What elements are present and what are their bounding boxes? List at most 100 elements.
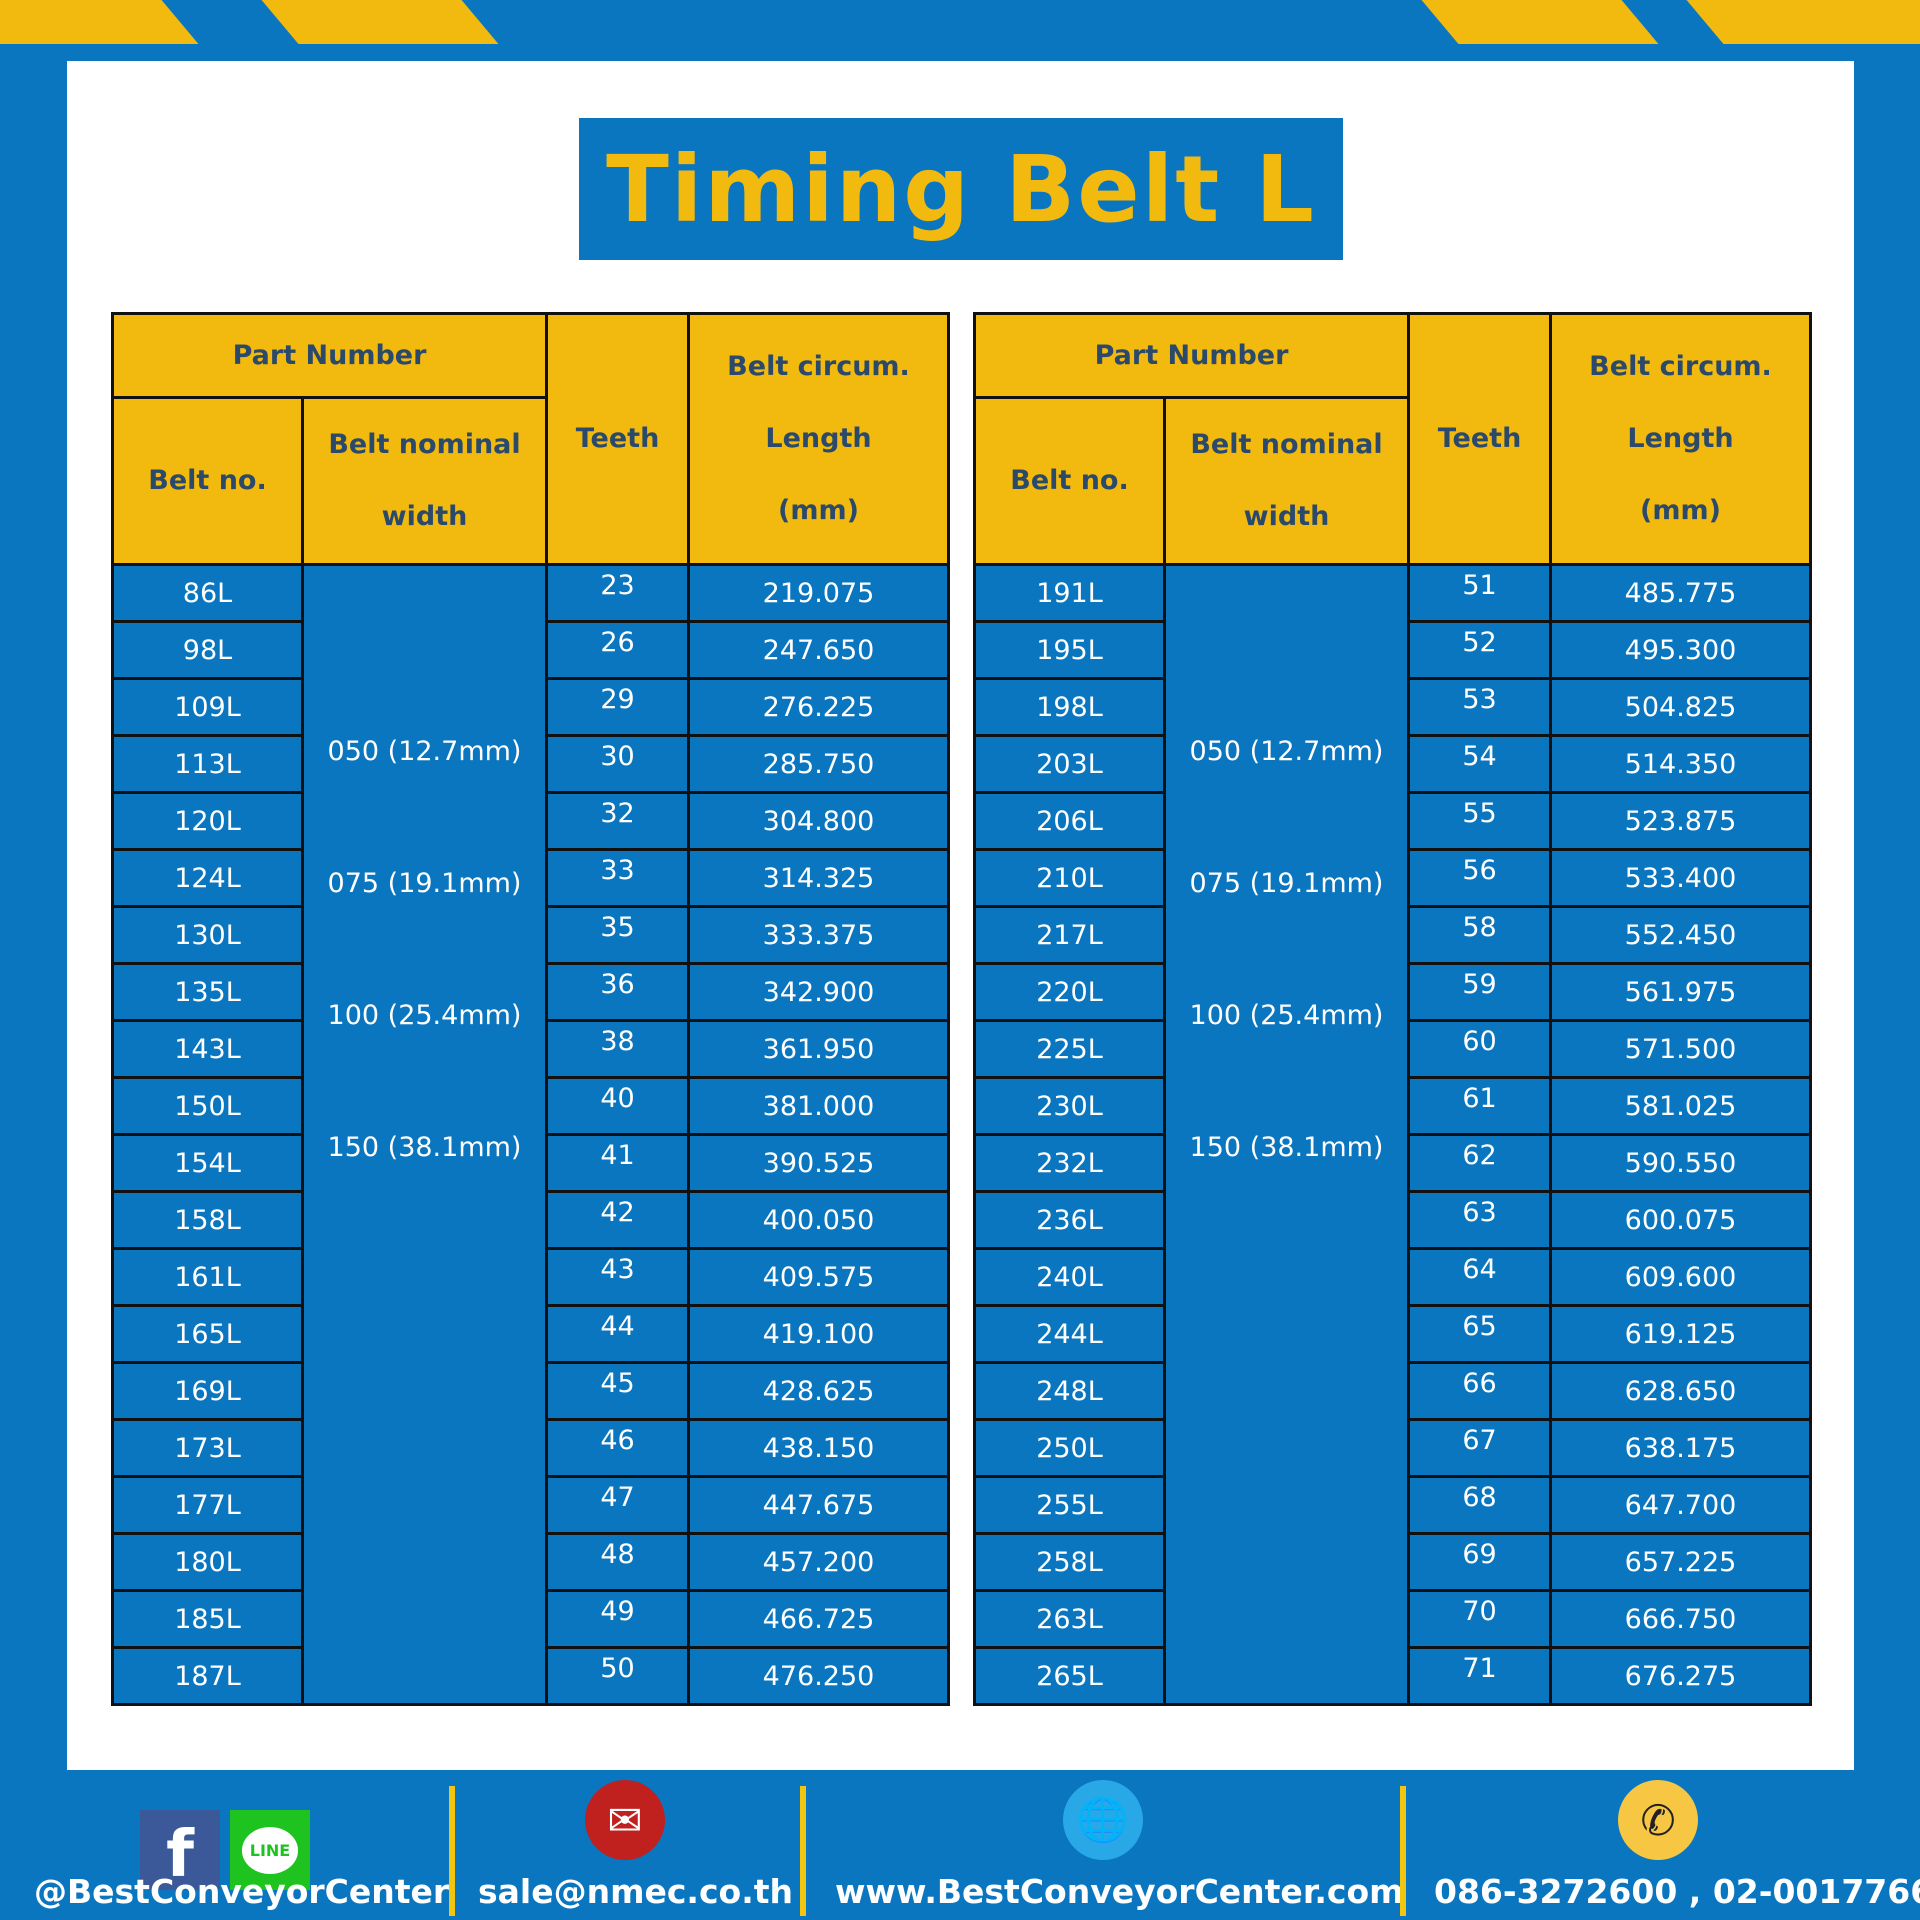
teeth-cell: 56 (1407, 848, 1552, 908)
length-cell: 533.400 (1549, 848, 1812, 908)
table-row: 255L 68 647.700 (973, 1475, 1812, 1535)
belt-no-cell: 98L (111, 620, 304, 680)
teeth-cell: 46 (545, 1418, 690, 1478)
length-cell: 666.750 (1549, 1589, 1812, 1649)
length-cell: 333.375 (687, 905, 950, 965)
length-cell: 381.000 (687, 1076, 950, 1136)
teeth-cell: 64 (1407, 1247, 1552, 1307)
length-cell: 276.225 (687, 677, 950, 737)
header-text: (mm) (778, 495, 859, 526)
globe-icon: 🌐 (1063, 1780, 1143, 1860)
header-circumference: Belt circum. Length (mm) (687, 312, 950, 566)
length-cell: 447.675 (687, 1475, 950, 1535)
teeth-cell: 42 (545, 1190, 690, 1250)
width-option: 100 (25.4mm) (327, 1000, 522, 1031)
table-row: 86L 050 (12.7mm) 075 (19.1mm) 100 (25.4mm) 1… (111, 563, 950, 1706)
table-row: 240L 64 609.600 (973, 1247, 1812, 1307)
teeth-cell: 59 (1407, 962, 1552, 1022)
teeth-cell: 71 (1407, 1646, 1552, 1706)
table-row: 195L 52 495.300 (973, 620, 1812, 680)
teeth-cell: 43 (545, 1247, 690, 1307)
social-handle[interactable]: @BestConveyorCenter (34, 1872, 450, 1911)
belt-no-cell: 191L (973, 563, 1166, 623)
length-cell: 342.900 (687, 962, 950, 1022)
table-row: 113L 30 285.750 (111, 734, 950, 794)
length-cell: 285.750 (687, 734, 950, 794)
width-option: 150 (38.1mm) (1189, 1132, 1384, 1163)
header-teeth: Teeth (1407, 312, 1552, 566)
table-row: 154L 41 390.525 (111, 1133, 950, 1193)
length-cell: 647.700 (1549, 1475, 1812, 1535)
length-cell: 609.600 (1549, 1247, 1812, 1307)
teeth-cell: 23 (545, 563, 690, 623)
email-icon: ✉ (585, 1780, 665, 1860)
header-text: Belt circum. (727, 351, 910, 382)
table-row: 265L 71 676.275 (973, 1646, 1812, 1706)
length-cell: 638.175 (1549, 1418, 1812, 1478)
table-row: 161L 43 409.575 (111, 1247, 950, 1307)
belt-no-cell: 248L (973, 1361, 1166, 1421)
decor-stripe (0, 0, 199, 44)
facebook-icon[interactable]: f (140, 1810, 220, 1892)
email-link[interactable]: sale@nmec.co.th (478, 1872, 793, 1911)
divider (800, 1786, 806, 1916)
divider (1400, 1786, 1406, 1916)
belt-no-cell: 203L (973, 734, 1166, 794)
belt-no-cell: 185L (111, 1589, 304, 1649)
belt-no-cell: 161L (111, 1247, 304, 1307)
table-row: 210L 56 533.400 (973, 848, 1812, 908)
belt-no-cell: 124L (111, 848, 304, 908)
teeth-cell: 70 (1407, 1589, 1552, 1649)
belt-no-cell: 180L (111, 1532, 304, 1592)
belt-no-cell: 187L (111, 1646, 304, 1706)
table-row: 236L 63 600.075 (973, 1190, 1812, 1250)
phone-icon: ✆ (1618, 1780, 1698, 1860)
belt-no-cell: 195L (973, 620, 1166, 680)
teeth-cell: 36 (545, 962, 690, 1022)
footer: f LINE @BestConveyorCenter ✉ sale@nmec.c… (0, 1780, 1920, 1920)
length-cell: 409.575 (687, 1247, 950, 1307)
table-row: 248L 66 628.650 (973, 1361, 1812, 1421)
header-nominal-width: Belt nominal width (301, 396, 548, 566)
length-cell: 304.800 (687, 791, 950, 851)
header-belt-no: Belt no. (973, 396, 1166, 566)
length-cell: 400.050 (687, 1190, 950, 1250)
teeth-cell: 66 (1407, 1361, 1552, 1421)
header-text: width (1243, 501, 1330, 532)
teeth-cell: 60 (1407, 1019, 1552, 1079)
length-cell: 438.150 (687, 1418, 950, 1478)
belt-no-cell: 158L (111, 1190, 304, 1250)
length-cell: 523.875 (1549, 791, 1812, 851)
belt-no-cell: 120L (111, 791, 304, 851)
table-row: 124L 33 314.325 (111, 848, 950, 908)
belt-no-cell: 169L (111, 1361, 304, 1421)
nominal-width-cell: 050 (12.7mm) 075 (19.1mm) 100 (25.4mm) 150 … (301, 563, 548, 1706)
length-cell: 619.125 (1549, 1304, 1812, 1364)
belt-no-cell: 265L (973, 1646, 1166, 1706)
teeth-cell: 55 (1407, 791, 1552, 851)
table-row: 109L 29 276.225 (111, 677, 950, 737)
teeth-cell: 40 (545, 1076, 690, 1136)
belt-no-cell: 236L (973, 1190, 1166, 1250)
table-row: 169L 45 428.625 (111, 1361, 950, 1421)
length-cell: 600.075 (1549, 1190, 1812, 1250)
length-cell: 581.025 (1549, 1076, 1812, 1136)
header-text: Belt nominal (328, 429, 521, 460)
teeth-cell: 32 (545, 791, 690, 851)
belt-no-cell: 198L (973, 677, 1166, 737)
length-cell: 314.325 (687, 848, 950, 908)
width-option: 100 (25.4mm) (1189, 1000, 1384, 1031)
length-cell: 514.350 (1549, 734, 1812, 794)
length-cell: 419.100 (687, 1304, 950, 1364)
teeth-cell: 47 (545, 1475, 690, 1535)
phone-numbers[interactable]: 086-3272600 , 02-0017766 (1434, 1872, 1920, 1911)
width-option: 050 (12.7mm) (327, 736, 522, 767)
belt-no-cell: 220L (973, 962, 1166, 1022)
teeth-cell: 38 (545, 1019, 690, 1079)
table-row: 173L 46 438.150 (111, 1418, 950, 1478)
decor-stripe (1686, 0, 1920, 44)
table-row: 165L 44 419.100 (111, 1304, 950, 1364)
website-link[interactable]: www.BestConveyorCenter.com (835, 1872, 1404, 1911)
line-icon[interactable]: LINE (230, 1810, 310, 1890)
belt-no-cell: 206L (973, 791, 1166, 851)
